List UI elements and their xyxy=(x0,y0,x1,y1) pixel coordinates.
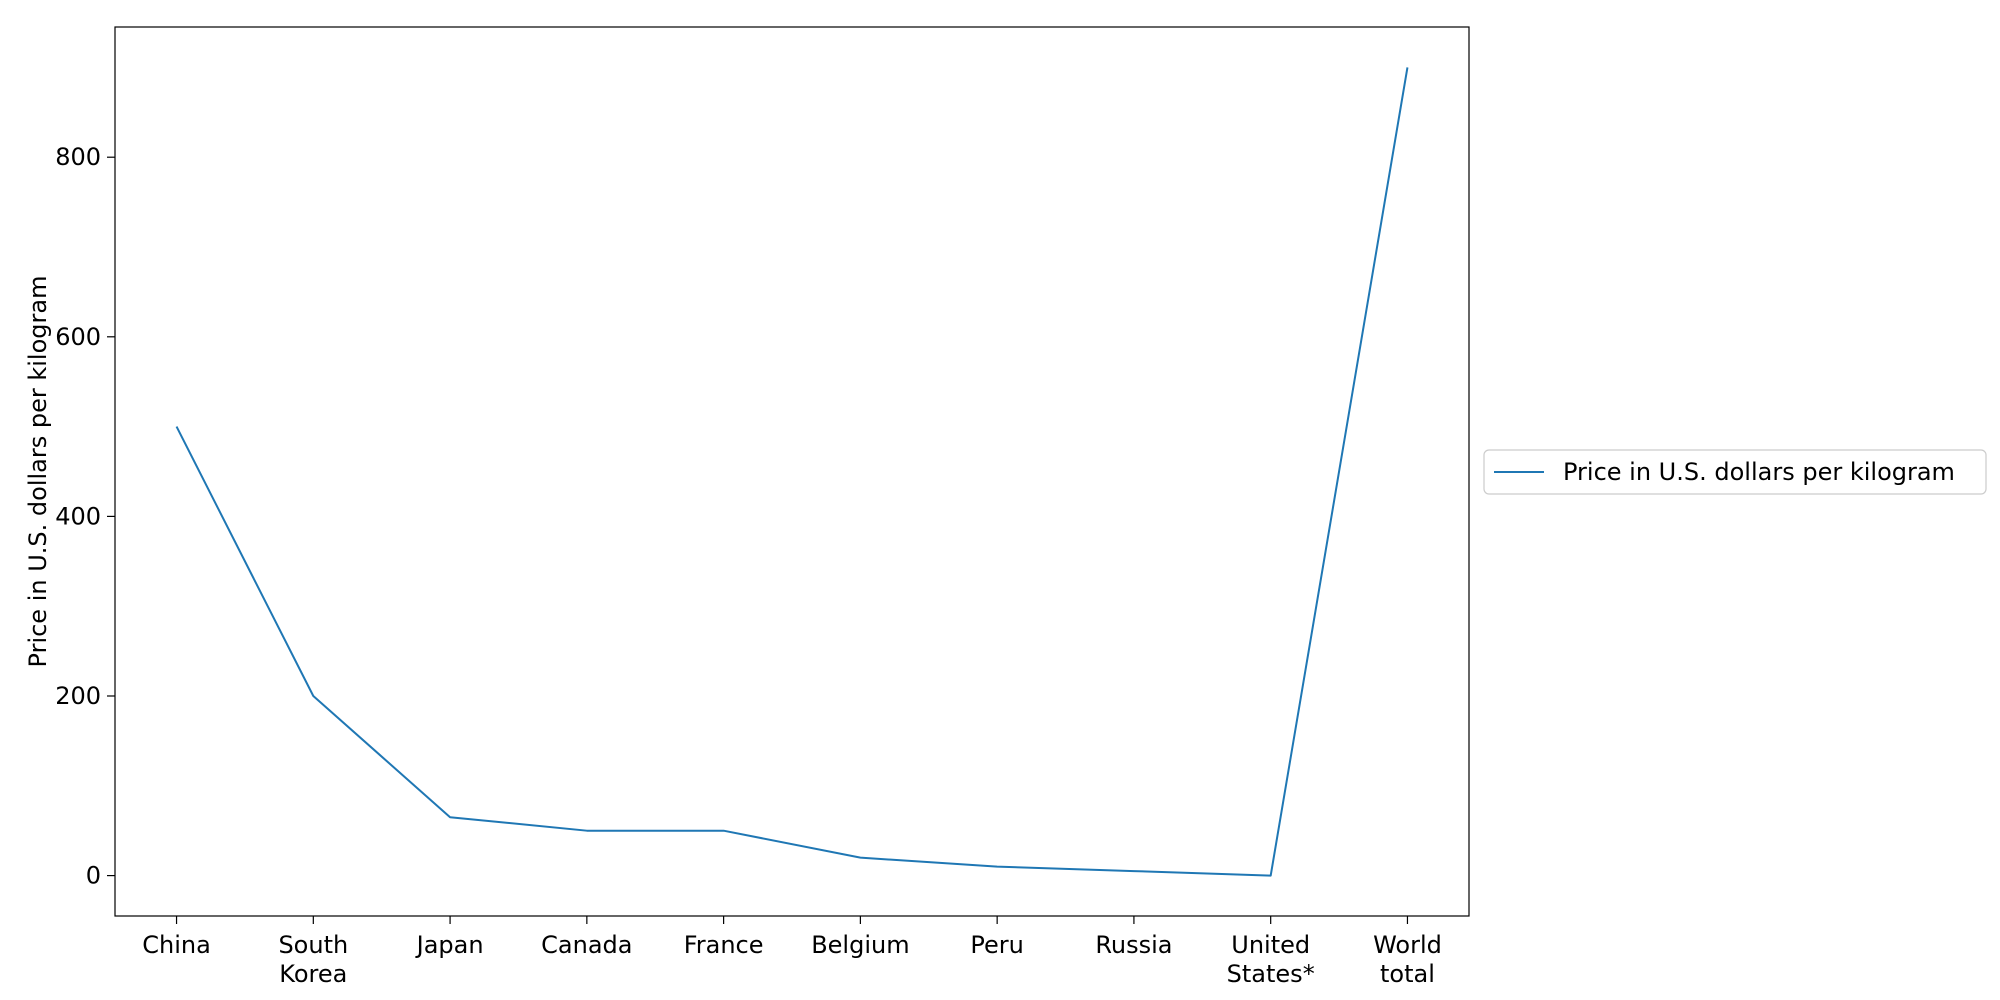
x-tick-label: France xyxy=(684,931,764,959)
x-tick-label: United States* xyxy=(1227,931,1315,988)
x-tick-label: Belgium xyxy=(811,931,909,959)
x-tick-label: Canada xyxy=(541,931,632,959)
y-tick-label: 200 xyxy=(55,682,101,710)
series-line xyxy=(175,67,1409,877)
y-tick-label: 600 xyxy=(55,323,101,351)
legend-label: Price in U.S. dollars per kilogram xyxy=(1563,458,1955,486)
x-tick-label: China xyxy=(142,931,211,959)
y-axis-label: Price in U.S. dollars per kilogram xyxy=(24,276,52,668)
y-tick-label: 400 xyxy=(55,502,101,530)
x-tick-label: South Korea xyxy=(278,931,348,988)
x-tick-label: World total xyxy=(1373,931,1442,988)
legend-box xyxy=(1483,449,1987,495)
x-tick-label: Japan xyxy=(415,931,484,959)
y-tick-label: 800 xyxy=(55,143,101,171)
x-tick-label: Russia xyxy=(1095,931,1172,959)
x-tick-label: Peru xyxy=(970,931,1023,959)
plot-frame xyxy=(114,26,1470,917)
y-tick-label: 0 xyxy=(86,862,101,890)
